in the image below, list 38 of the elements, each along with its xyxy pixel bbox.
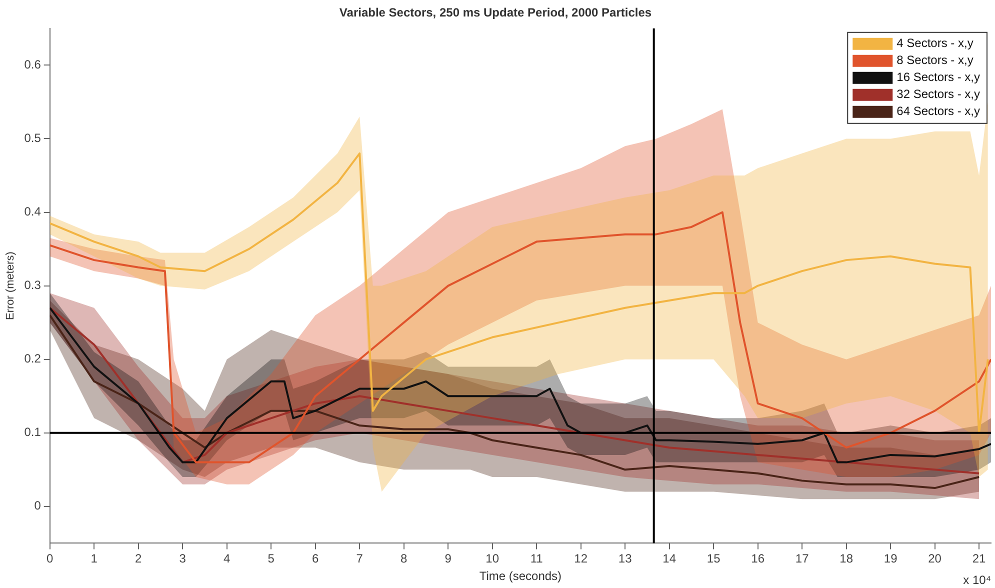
x-tick-label: 3 — [179, 552, 186, 566]
x-axis-title: Time (seconds) — [479, 569, 562, 584]
x-tick-label: 14 — [662, 552, 676, 566]
y-tick-label: 0 — [34, 498, 42, 513]
text: x 10⁴ — [963, 573, 991, 587]
y-tick-label: 0.1 — [24, 425, 42, 440]
x-tick-label: 18 — [840, 552, 854, 566]
x-tick-label: 5 — [268, 552, 275, 566]
x-tick-label: 16 — [751, 552, 765, 566]
x-tick-label: 9 — [444, 552, 452, 566]
x-tick-label: 11 — [530, 552, 544, 566]
x-tick-label: 7 — [356, 552, 364, 566]
y-tick-label: 0.2 — [24, 352, 42, 366]
x-tick-label: 20 — [928, 552, 942, 566]
x-tick-label: 12 — [574, 552, 588, 566]
chart-title: Variable Sectors, 250 ms Update Period, 2000 Particles — [339, 6, 652, 20]
y-tick-label: 0.5 — [24, 131, 42, 146]
x-tick-label: 19 — [884, 552, 898, 566]
x-tick-label: 8 — [400, 552, 408, 566]
legend-label: 64 Sectors - x,y — [896, 104, 980, 118]
y-axis-title: Error (meters) — [4, 252, 17, 320]
legend-label: 16 Sectors - x,y — [896, 70, 980, 84]
y-tick-label: 0.6 — [24, 57, 42, 72]
legend-label: 8 Sectors - x,y — [896, 53, 974, 68]
x-tick-label: 13 — [618, 552, 632, 566]
y-tick-label: 0.3 — [24, 278, 42, 292]
x-tick-label: 6 — [312, 552, 320, 566]
x-tick-label: 21 — [972, 552, 986, 566]
x-tick-label: 17 — [795, 552, 810, 566]
x-tick-label: 0 — [46, 552, 54, 566]
legend-label: 32 Sectors - x,y — [896, 87, 980, 102]
x-tick-label: 4 — [224, 552, 231, 566]
x-tick-label: 2 — [135, 552, 142, 566]
legend-label: 4 Sectors - x,y — [896, 36, 974, 50]
x-tick-label: 10 — [486, 552, 500, 566]
y-tick-label: 0.4 — [24, 204, 42, 219]
x-tick-label: 15 — [706, 552, 721, 566]
x-tick-label: 1 — [90, 552, 98, 566]
